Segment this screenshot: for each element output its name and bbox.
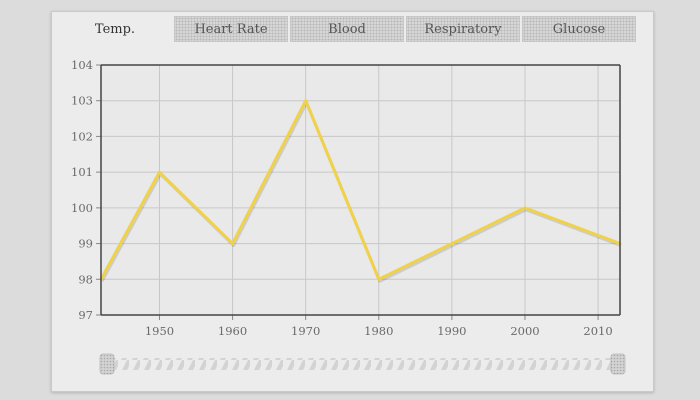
data-point xyxy=(231,242,234,245)
tab-respiratory[interactable]: Respiratory xyxy=(406,16,520,42)
chart-axes xyxy=(96,64,621,320)
data-point xyxy=(158,170,161,174)
data-point xyxy=(377,277,381,281)
line-chart: 97 98 99 100 101 102 103 104 1950 1960 1970 1980 199… xyxy=(71,58,626,375)
y-tick-label: 103 xyxy=(71,94,93,108)
tick-labels: 97 98 99 100 101 102 103 104 1950 1960 1970 1980 199… xyxy=(71,58,613,338)
tab-temp[interactable]: Temp. xyxy=(58,16,172,42)
data-point xyxy=(523,206,527,210)
x-tick-label: 1950 xyxy=(145,324,174,338)
x-tick-label: 1970 xyxy=(291,324,320,338)
slider-handle-right-texture xyxy=(611,354,625,374)
x-tick-label: 1980 xyxy=(364,324,393,338)
slider-handle-left-texture xyxy=(100,354,114,374)
y-tick-label: 102 xyxy=(71,129,93,143)
y-tick-label: 98 xyxy=(78,272,93,286)
series-line xyxy=(99,99,621,281)
x-tick-label: 1960 xyxy=(218,324,247,338)
x-tick-label: 2010 xyxy=(583,324,612,338)
data-point xyxy=(304,99,308,103)
data-point xyxy=(450,242,454,245)
y-tick-label: 99 xyxy=(78,237,93,251)
y-tick-label: 104 xyxy=(71,58,93,72)
x-tick-label: 2000 xyxy=(510,324,539,338)
y-tick-label: 101 xyxy=(71,165,93,179)
tab-glucose[interactable]: Glucose xyxy=(522,16,636,42)
chart-panel: Temp. Heart Rate Blood Respiratory Gluco… xyxy=(51,11,654,392)
x-tick-label: 1990 xyxy=(437,324,466,338)
y-tick-label: 97 xyxy=(78,308,93,322)
tab-blood[interactable]: Blood xyxy=(290,16,404,42)
vitals-tab-bar: Temp. Heart Rate Blood Respiratory Gluco… xyxy=(58,16,636,42)
tab-heart-rate[interactable]: Heart Rate xyxy=(174,16,288,42)
plot-area xyxy=(101,65,620,315)
range-slider[interactable] xyxy=(99,353,626,375)
y-tick-label: 100 xyxy=(71,201,93,215)
slider-track xyxy=(107,358,618,370)
